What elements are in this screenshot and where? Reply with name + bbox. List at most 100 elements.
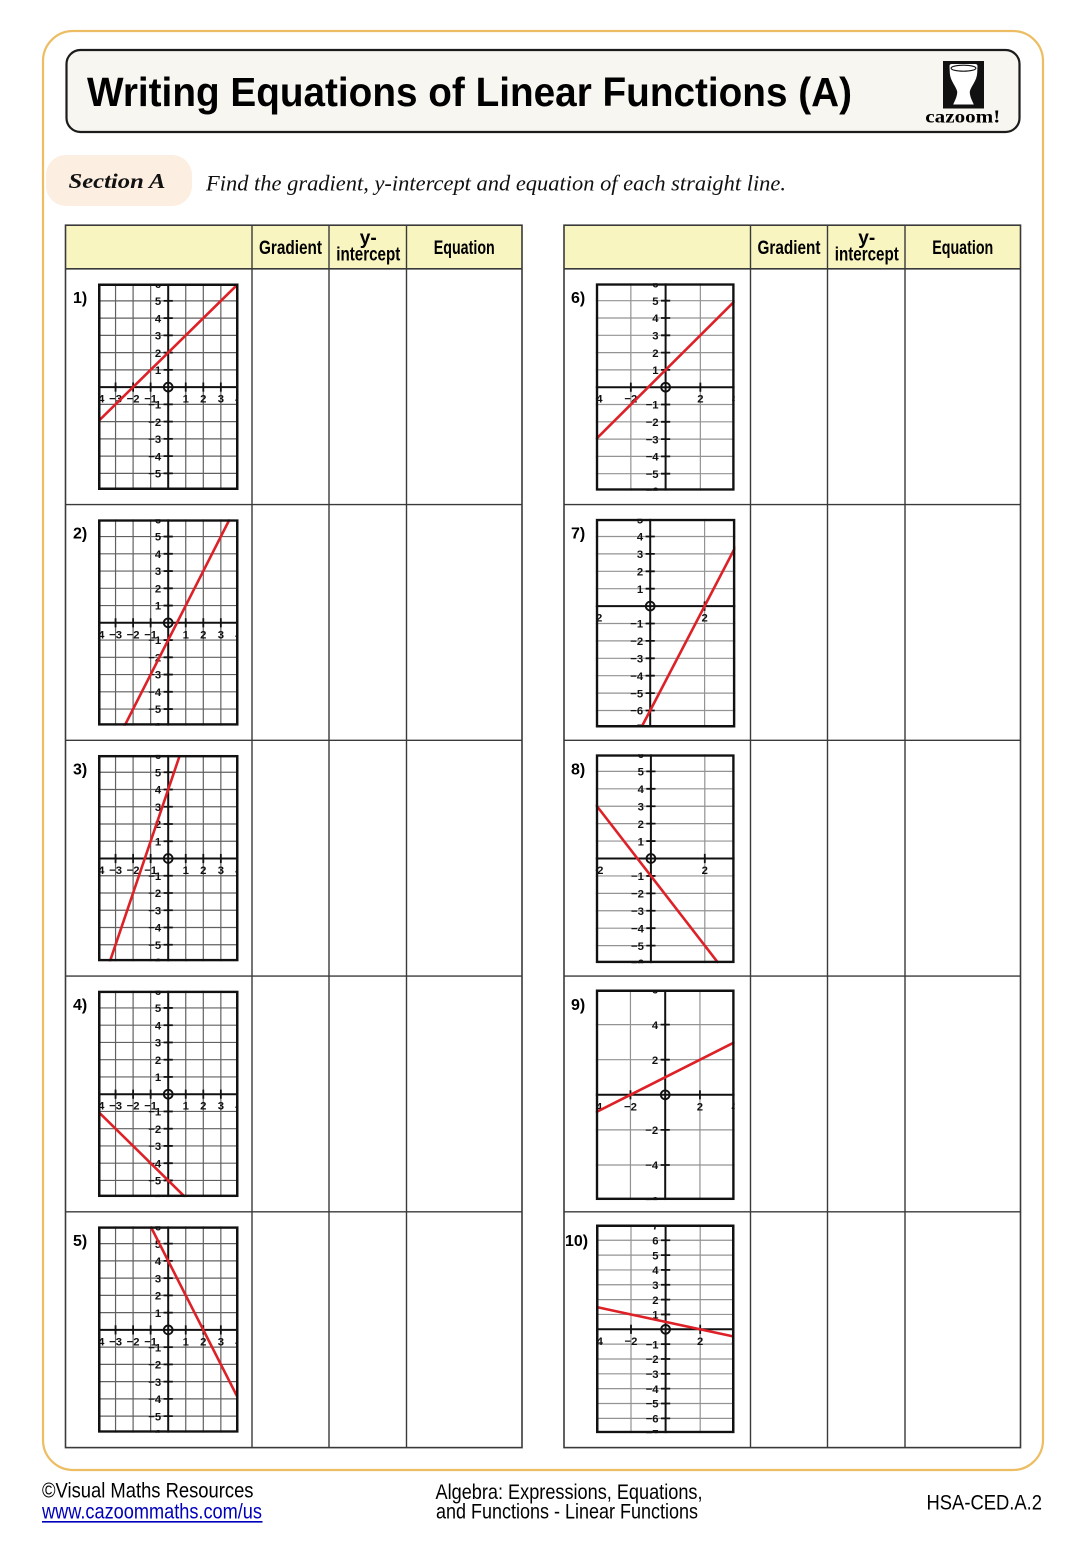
svg-text:−3: −3	[646, 1369, 659, 1381]
svg-text:1: 1	[155, 365, 161, 377]
svg-text:4): 4)	[73, 997, 87, 1014]
svg-text:2: 2	[652, 1295, 658, 1307]
svg-text:Equation: Equation	[932, 238, 993, 259]
svg-text:6: 6	[155, 1222, 161, 1234]
svg-text:−2: −2	[127, 629, 140, 641]
svg-text:−5: −5	[646, 1399, 659, 1411]
svg-text:2: 2	[701, 613, 707, 625]
svg-text:−1: −1	[148, 871, 161, 883]
svg-text:−3: −3	[109, 865, 122, 877]
svg-text:3: 3	[638, 801, 644, 813]
svg-text:4: 4	[155, 313, 162, 325]
svg-text:6): 6)	[571, 290, 585, 307]
svg-text:2: 2	[702, 865, 708, 877]
svg-text:5: 5	[652, 296, 658, 308]
svg-text:1: 1	[183, 629, 189, 641]
svg-text:5: 5	[155, 1003, 161, 1015]
svg-text:−4: −4	[148, 687, 162, 699]
svg-text:4: 4	[155, 1256, 162, 1268]
svg-text:Writing Equations of Linear Fu: Writing Equations of Linear Functions (A…	[87, 69, 852, 115]
svg-text:−5: −5	[148, 1176, 161, 1188]
svg-text:1: 1	[155, 1072, 161, 1084]
svg-text:4: 4	[637, 532, 644, 544]
svg-text:1: 1	[155, 601, 161, 613]
svg-text:2: 2	[638, 819, 644, 831]
svg-text:−4: −4	[148, 1394, 162, 1406]
svg-text:6: 6	[155, 515, 161, 527]
svg-text:4: 4	[155, 1020, 162, 1032]
svg-text:−4: −4	[92, 1101, 106, 1113]
svg-text:3: 3	[652, 331, 658, 343]
svg-text:1: 1	[155, 836, 161, 848]
svg-text:3: 3	[155, 1273, 161, 1285]
svg-text:5): 5)	[73, 1233, 87, 1250]
svg-text:−2: −2	[148, 1124, 161, 1136]
svg-text:−4: −4	[590, 1336, 604, 1348]
svg-text:3: 3	[155, 802, 161, 814]
svg-text:−2: −2	[646, 1354, 659, 1366]
svg-text:−2: −2	[127, 1101, 140, 1113]
svg-text:1): 1)	[73, 290, 87, 307]
svg-text:−1: −1	[144, 629, 157, 641]
svg-text:−2: −2	[127, 394, 140, 406]
svg-text:−2: −2	[631, 889, 644, 901]
svg-text:−4: −4	[631, 923, 645, 935]
svg-text:and Functions - Linear Functio: and Functions - Linear Functions	[436, 1500, 698, 1523]
svg-text:Equation: Equation	[434, 238, 495, 259]
svg-text:2: 2	[155, 819, 161, 831]
svg-text:©Visual Maths Resources: ©Visual Maths Resources	[42, 1480, 254, 1503]
svg-text:9): 9)	[571, 997, 585, 1014]
svg-text:4: 4	[652, 1020, 659, 1032]
svg-text:8): 8)	[571, 761, 585, 778]
svg-text:−5: −5	[148, 469, 161, 481]
svg-text:−2: −2	[148, 1360, 161, 1372]
svg-text:HSA-CED.A.2: HSA-CED.A.2	[927, 1492, 1043, 1515]
svg-text:1: 1	[183, 394, 189, 406]
svg-text:3: 3	[652, 1280, 658, 1292]
svg-text:Gradient: Gradient	[758, 238, 822, 259]
svg-text:4: 4	[652, 313, 659, 325]
svg-text:3: 3	[218, 865, 224, 877]
svg-text:−3: −3	[109, 1336, 122, 1348]
svg-text:−2: −2	[127, 865, 140, 877]
svg-text:−3: −3	[109, 1101, 122, 1113]
svg-text:−3: −3	[109, 629, 122, 641]
svg-text:−5: −5	[631, 941, 644, 953]
svg-text:−1: −1	[144, 1101, 157, 1113]
svg-text:2: 2	[200, 629, 206, 641]
svg-text:−1: −1	[144, 394, 157, 406]
svg-text:−5: −5	[646, 469, 659, 481]
svg-text:−2: −2	[630, 636, 643, 648]
svg-text:1: 1	[155, 1308, 161, 1320]
svg-text:−3: −3	[148, 1377, 161, 1389]
svg-text:6: 6	[652, 985, 658, 997]
svg-text:2: 2	[155, 1291, 161, 1303]
svg-text:6: 6	[155, 279, 161, 291]
svg-text:4: 4	[155, 785, 162, 797]
svg-text:5: 5	[638, 767, 644, 779]
svg-text:7): 7)	[571, 526, 585, 543]
svg-text:−3: −3	[148, 905, 161, 917]
svg-text:−2: −2	[148, 888, 161, 900]
svg-text:2: 2	[652, 1055, 658, 1067]
svg-text:−4: −4	[148, 1158, 162, 1170]
svg-text:1: 1	[183, 1101, 189, 1113]
svg-text:cazoom!: cazoom!	[925, 107, 1000, 127]
svg-text:2: 2	[200, 1336, 206, 1348]
svg-text:−4: −4	[148, 451, 162, 463]
svg-text:−1: −1	[148, 1107, 161, 1119]
svg-text:3: 3	[155, 331, 161, 343]
svg-text:3: 3	[218, 1336, 224, 1348]
svg-text:5: 5	[652, 1250, 658, 1262]
svg-text:−3: −3	[646, 434, 659, 446]
svg-text:4: 4	[652, 1265, 659, 1277]
svg-text:5: 5	[155, 296, 161, 308]
svg-text:−4: −4	[630, 671, 644, 683]
svg-text:6: 6	[652, 279, 658, 291]
svg-text:2: 2	[200, 865, 206, 877]
svg-text:6: 6	[652, 1235, 658, 1247]
svg-text:−4: −4	[92, 865, 106, 877]
svg-text:−2: −2	[127, 1336, 140, 1348]
svg-text:4: 4	[155, 549, 162, 561]
svg-text:−2: −2	[645, 1125, 658, 1137]
